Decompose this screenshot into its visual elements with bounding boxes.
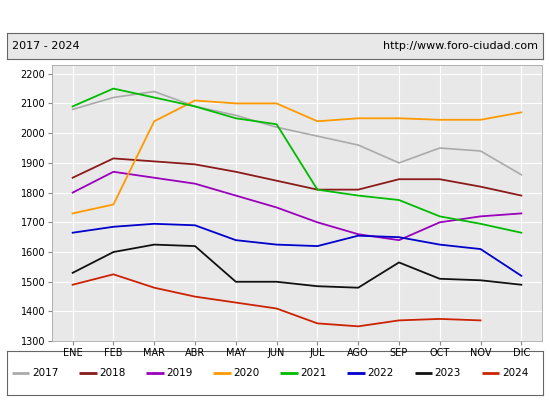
Text: 2017: 2017 <box>32 368 58 378</box>
Text: 2021: 2021 <box>300 368 327 378</box>
Text: 2020: 2020 <box>233 368 260 378</box>
Text: 2017 - 2024: 2017 - 2024 <box>12 41 80 51</box>
Text: 2024: 2024 <box>502 368 528 378</box>
Text: 2018: 2018 <box>99 368 125 378</box>
Text: Evolucion del paro registrado en Castilleja de la Cuesta: Evolucion del paro registrado en Castill… <box>82 9 468 23</box>
Text: http://www.foro-ciudad.com: http://www.foro-ciudad.com <box>383 41 538 51</box>
Text: 2023: 2023 <box>434 368 461 378</box>
Text: 2019: 2019 <box>166 368 192 378</box>
Text: 2022: 2022 <box>367 368 394 378</box>
